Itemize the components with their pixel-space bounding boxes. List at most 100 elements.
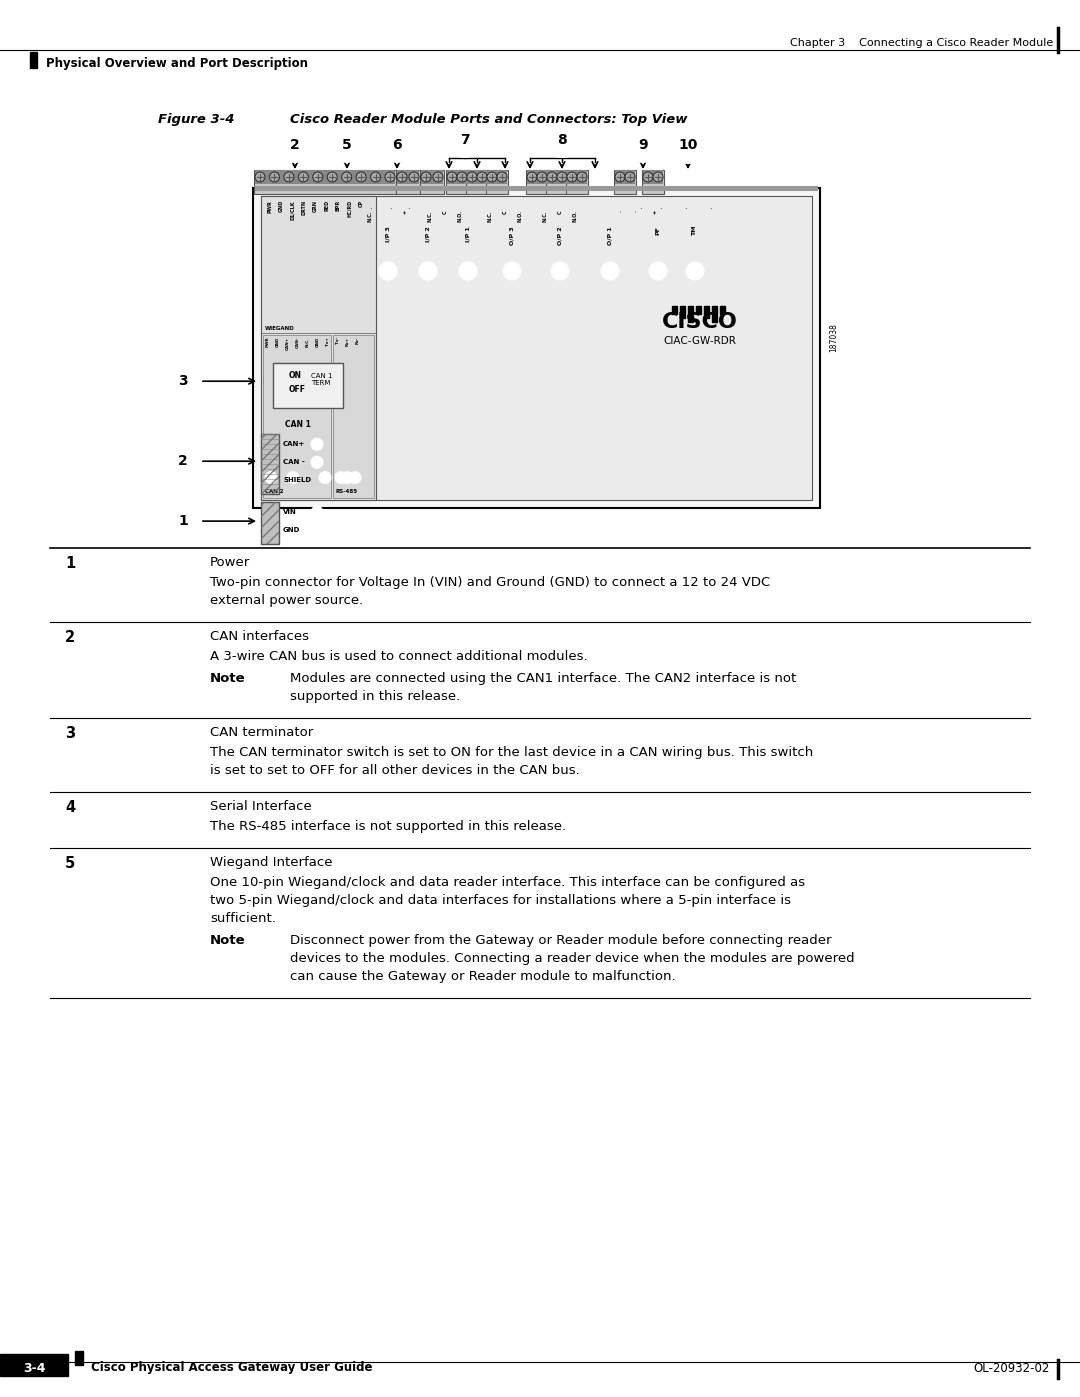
Bar	[642, 170, 664, 194]
Text: C: C	[557, 210, 563, 214]
Text: WIEGAND: WIEGAND	[265, 326, 295, 331]
Text: .: .	[659, 203, 661, 211]
Text: I/P 3: I/P 3	[386, 226, 391, 242]
Bar	[615, 170, 635, 184]
Text: O/P 3: O/P 3	[510, 226, 514, 244]
Text: +: +	[652, 210, 658, 214]
Text: GND: GND	[279, 200, 283, 212]
Bar	[720, 306, 725, 314]
Ellipse shape	[653, 172, 663, 182]
Circle shape	[311, 439, 323, 450]
Bar	[261, 502, 279, 545]
Bar	[254, 170, 396, 194]
Ellipse shape	[409, 172, 419, 182]
Text: SHIELD: SHIELD	[283, 478, 311, 483]
Ellipse shape	[567, 172, 577, 182]
Circle shape	[419, 263, 437, 279]
Text: RED: RED	[324, 200, 329, 211]
Bar	[255, 170, 395, 184]
Text: Power: Power	[210, 556, 251, 569]
Text: 1: 1	[178, 514, 188, 528]
Circle shape	[166, 444, 200, 478]
Bar	[261, 434, 279, 495]
Circle shape	[341, 472, 353, 483]
Text: Note: Note	[210, 935, 245, 947]
Circle shape	[448, 123, 482, 156]
Bar	[261, 196, 376, 500]
Text: The RS-485 interface is not supported in this release.: The RS-485 interface is not supported in…	[210, 820, 566, 833]
Ellipse shape	[313, 172, 323, 182]
Text: CAN interfaces: CAN interfaces	[210, 630, 309, 643]
Bar	[420, 170, 444, 194]
Text: .: .	[708, 203, 712, 211]
Text: CAN-: CAN-	[296, 337, 300, 348]
Text: 1: 1	[65, 556, 76, 571]
Bar	[680, 306, 685, 319]
Text: CAN+: CAN+	[283, 441, 306, 447]
Circle shape	[287, 472, 299, 483]
Circle shape	[349, 472, 361, 483]
Ellipse shape	[269, 172, 280, 182]
Bar	[696, 306, 701, 314]
Text: Two-pin connector for Voltage In (VIN) and Ground (GND) to connect a 12 to 24 VD: Two-pin connector for Voltage In (VIN) a…	[210, 576, 770, 590]
Text: Disconnect power from the Gateway or Reader module before connecting reader: Disconnect power from the Gateway or Rea…	[291, 935, 832, 947]
Text: TM: TM	[692, 226, 698, 236]
Text: 187038: 187038	[829, 324, 838, 352]
Text: 3: 3	[65, 726, 76, 740]
Text: GND: GND	[316, 337, 320, 346]
Text: PF: PF	[656, 226, 661, 235]
Text: .: .	[389, 203, 391, 211]
Text: N.C.: N.C.	[487, 210, 492, 222]
Circle shape	[311, 506, 323, 518]
Circle shape	[311, 457, 323, 468]
Text: +: +	[403, 210, 407, 214]
Ellipse shape	[327, 172, 337, 182]
Circle shape	[551, 263, 569, 279]
Circle shape	[686, 263, 704, 279]
Text: GND: GND	[283, 527, 300, 534]
Ellipse shape	[421, 172, 431, 182]
Text: .: .	[638, 203, 642, 211]
Text: .: .	[684, 203, 686, 211]
Text: OL-20932-02: OL-20932-02	[974, 1362, 1050, 1375]
Text: Rx+: Rx+	[346, 337, 350, 346]
Text: C: C	[443, 210, 447, 214]
Text: supported in this release.: supported in this release.	[291, 690, 460, 703]
Bar	[30, 52, 37, 68]
Text: CIAC-GW-RDR: CIAC-GW-RDR	[663, 337, 737, 346]
Circle shape	[166, 504, 200, 538]
Circle shape	[503, 263, 521, 279]
Ellipse shape	[341, 172, 352, 182]
Text: N.C.: N.C.	[367, 210, 373, 222]
Circle shape	[379, 263, 397, 279]
Circle shape	[545, 123, 579, 156]
Bar	[467, 170, 487, 184]
Circle shape	[670, 127, 706, 163]
Text: I/P 1: I/P 1	[465, 226, 471, 242]
Bar	[446, 170, 468, 194]
Bar	[397, 170, 419, 184]
Ellipse shape	[298, 172, 308, 182]
Text: .: .	[618, 210, 622, 212]
Ellipse shape	[356, 172, 366, 182]
Ellipse shape	[384, 172, 395, 182]
Text: Chapter 3    Connecting a Cisco Reader Module: Chapter 3 Connecting a Cisco Reader Modu…	[789, 38, 1053, 47]
Bar	[546, 170, 568, 194]
Text: CP: CP	[359, 200, 364, 207]
Circle shape	[600, 263, 619, 279]
Ellipse shape	[615, 172, 625, 182]
Text: CAN -: CAN -	[283, 460, 305, 465]
Ellipse shape	[457, 172, 467, 182]
Ellipse shape	[625, 172, 635, 182]
Circle shape	[649, 263, 667, 279]
Text: Figure 3-4: Figure 3-4	[158, 113, 234, 126]
Text: N.O.: N.O.	[572, 210, 578, 222]
Ellipse shape	[467, 172, 477, 182]
Ellipse shape	[255, 172, 265, 182]
Text: Physical Overview and Port Description: Physical Overview and Port Description	[46, 57, 308, 70]
Text: O/P 1: O/P 1	[607, 226, 612, 244]
Text: Tx-: Tx-	[336, 337, 340, 344]
Text: OFF: OFF	[289, 386, 306, 394]
Text: The CAN terminator switch is set to ON for the last device in a CAN wiring bus. : The CAN terminator switch is set to ON f…	[210, 746, 813, 759]
Bar	[546, 170, 567, 184]
